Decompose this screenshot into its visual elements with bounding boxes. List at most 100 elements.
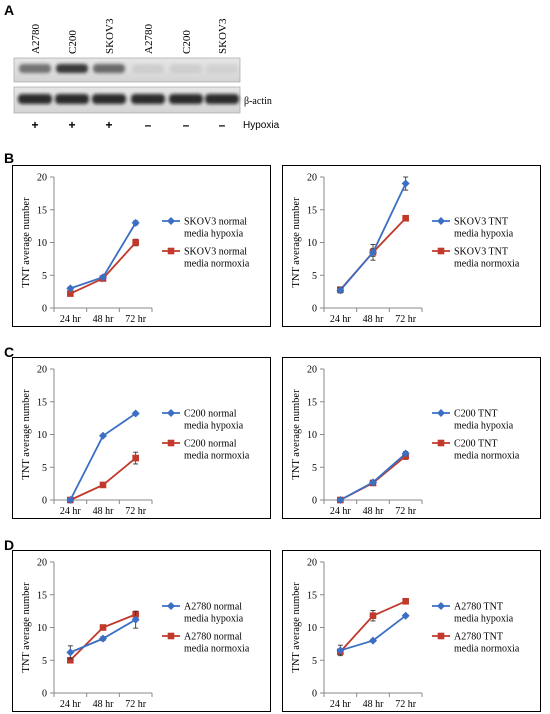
y-tick-label: 20: [37, 173, 47, 184]
blot-band-actin: [169, 94, 203, 104]
data-point: [132, 239, 139, 246]
blot-lane-label: A2780: [30, 24, 42, 54]
chart-d-tnt-media: 0 5 10 15 20 24 hr 48 hr 72 hr TNT average numbe…: [282, 550, 541, 712]
data-point: [67, 656, 74, 664]
y-tick-label: 20: [37, 365, 47, 376]
y-tick-label: 15: [307, 590, 317, 601]
chart-frame: [282, 357, 541, 519]
data-point: [66, 496, 75, 504]
x-tick-label: 72 hr: [125, 506, 147, 517]
chart-frame: [12, 550, 271, 712]
data-point: [369, 478, 377, 487]
actin-label: β-actin: [244, 96, 272, 107]
y-axis-label: TNT average number: [291, 197, 302, 288]
y-tick-label: 10: [37, 430, 47, 441]
chart-c-tnt-media: 0 5 10 15 20 24 hr 48 hr 72 hr TNT average numbe…: [282, 357, 541, 519]
legend-label: media normoxia: [184, 644, 250, 655]
blot-lane-label: A2780: [143, 24, 155, 54]
x-tick-label: 48 hr: [93, 506, 115, 517]
legend-label: SKOV3 normal: [184, 217, 247, 228]
y-tick-label: 5: [312, 271, 317, 282]
x-tick-label: 48 hr: [93, 314, 115, 325]
y-tick-label: 20: [307, 365, 317, 376]
data-point: [401, 611, 410, 620]
hypoxia-mark: +: [68, 118, 75, 132]
data-point: [369, 636, 377, 645]
blot-lane-label: SKOV3: [104, 18, 116, 54]
blot-band-actin: [18, 94, 52, 104]
blot-band-top: [93, 64, 125, 73]
blot-band-actin: [55, 94, 89, 104]
y-tick-label: 15: [37, 590, 47, 601]
panel-letter-c: C: [4, 344, 15, 360]
y-tick-label: 0: [312, 496, 317, 507]
legend-label: A2780 normal: [184, 632, 242, 643]
blot-lane-label: C200: [181, 30, 193, 54]
legend-label: media normoxia: [454, 644, 520, 655]
legend-label: media hypoxia: [454, 421, 514, 432]
data-point: [66, 648, 75, 657]
y-axis-label: TNT average number: [21, 582, 32, 673]
data-point: [131, 615, 140, 624]
x-tick-label: 24 hr: [60, 506, 82, 517]
legend-label: media hypoxia: [454, 614, 514, 625]
y-tick-label: 15: [37, 397, 47, 408]
chart-b-tnt-media: 0 5 10 15 20 24 hr 48 hr 72 hr TNT average numbe…: [282, 165, 541, 327]
y-axis-label: TNT average number: [291, 389, 302, 480]
chart-frame: [282, 165, 541, 327]
x-tick-label: 48 hr: [363, 314, 385, 325]
panel-letter-b: B: [4, 150, 15, 166]
data-point: [402, 598, 409, 605]
x-tick-label: 24 hr: [330, 314, 352, 325]
x-tick-label: 72 hr: [395, 699, 417, 710]
blot-band-actin: [205, 94, 239, 104]
data-point: [369, 612, 377, 620]
legend-label: media hypoxia: [184, 229, 244, 240]
y-tick-label: 20: [307, 558, 317, 569]
legend-label: A2780 normal: [184, 602, 242, 613]
x-tick-label: 24 hr: [330, 506, 352, 517]
legend-marker: [437, 409, 445, 417]
data-point: [99, 481, 107, 489]
data-point: [99, 634, 107, 643]
legend-label: media normoxia: [184, 451, 250, 462]
data-point: [66, 284, 75, 293]
legend-label: C200 TNT: [454, 439, 497, 450]
blot-band-actin: [92, 94, 126, 104]
y-tick-label: 10: [307, 238, 317, 249]
y-tick-label: 0: [312, 689, 317, 700]
y-tick-label: 5: [312, 656, 317, 667]
y-tick-label: 10: [37, 623, 47, 634]
legend-label: A2780 TNT: [454, 602, 503, 613]
chart-c-normal-media: 0 5 10 15 20 24 hr 48 hr 72 hr TNT average numbe…: [12, 357, 271, 519]
legend-label: media hypoxia: [184, 614, 244, 625]
chart-b-normal-media: 0 5 10 15 20 24 hr 48 hr 72 hr TNT average numbe…: [12, 165, 271, 327]
panel-letter-a: A: [4, 2, 15, 18]
x-tick-label: 24 hr: [60, 314, 82, 325]
y-tick-label: 5: [42, 656, 47, 667]
legend-marker: [437, 217, 445, 225]
blot-membrane-top: [13, 57, 241, 83]
legend-label: SKOV3 TNT: [454, 217, 508, 228]
hypoxia-mark: +: [31, 118, 38, 132]
legend-marker: [167, 439, 175, 447]
data-point: [401, 449, 410, 458]
data-point: [99, 431, 107, 440]
chart-frame: [12, 165, 271, 327]
legend-label: media hypoxia: [454, 229, 514, 240]
western-blot: A2780 C200 SKOV3 A2780 C200 SKOV3 + + + – – – β-ac…: [13, 18, 280, 132]
x-tick-label: 24 hr: [60, 699, 82, 710]
x-tick-label: 72 hr: [125, 314, 147, 325]
y-tick-label: 0: [42, 689, 47, 700]
legend-marker: [437, 602, 445, 610]
y-axis-label: TNT average number: [291, 582, 302, 673]
hypoxia-mark: +: [105, 118, 112, 132]
blot-band-top: [132, 64, 164, 73]
hypoxia-mark: –: [219, 118, 226, 132]
data-point: [131, 218, 140, 227]
legend-label: media normoxia: [454, 259, 520, 270]
data-point: [67, 290, 74, 297]
y-tick-label: 5: [42, 271, 47, 282]
x-tick-label: 48 hr: [363, 699, 385, 710]
data-point: [336, 286, 345, 295]
